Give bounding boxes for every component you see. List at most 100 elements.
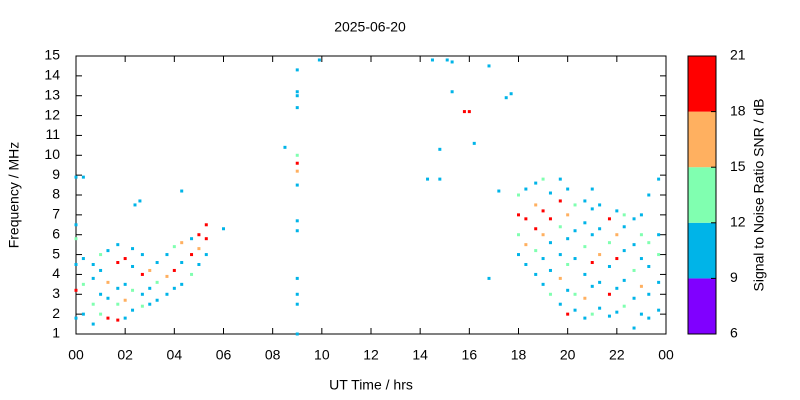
data-point — [657, 233, 661, 237]
data-point — [91, 302, 95, 306]
data-point — [140, 292, 144, 296]
data-point — [632, 243, 636, 247]
colorbar-frame — [687, 55, 717, 335]
colorbar-tick-label: 18 — [730, 102, 746, 118]
data-point — [632, 326, 636, 330]
data-point — [497, 189, 501, 193]
data-point — [548, 241, 552, 245]
data-point — [517, 253, 520, 257]
data-point — [558, 199, 562, 203]
data-point — [583, 296, 587, 300]
chart-title: 2025-06-20 — [334, 19, 406, 35]
data-point — [541, 282, 545, 286]
x-tick-label: 02 — [117, 347, 133, 363]
data-point — [99, 268, 103, 272]
data-point — [558, 276, 562, 280]
data-point — [548, 217, 552, 221]
data-point — [583, 199, 587, 203]
data-point — [438, 147, 442, 151]
data-point — [172, 268, 176, 272]
data-point — [295, 90, 299, 94]
data-point — [295, 68, 299, 72]
y-axis-label: Frequency / MHz — [6, 142, 22, 249]
data-point — [74, 316, 78, 320]
data-point — [116, 302, 120, 306]
data-point — [657, 253, 661, 257]
y-tick-label: 14 — [44, 67, 60, 83]
data-point — [295, 332, 299, 336]
data-point — [632, 217, 636, 221]
data-point — [180, 189, 184, 193]
data-point — [180, 261, 184, 265]
data-point — [517, 213, 520, 217]
data-point — [116, 318, 120, 322]
x-tick-label: 00 — [68, 347, 84, 363]
data-point — [524, 187, 528, 191]
data-point — [566, 213, 570, 217]
x-tick-label: 22 — [609, 347, 625, 363]
data-point — [131, 308, 135, 312]
plot-frame — [75, 55, 667, 335]
data-point — [190, 237, 194, 241]
x-tick-label: 06 — [216, 347, 232, 363]
data-point — [657, 308, 661, 312]
data-point — [573, 229, 577, 233]
data-point — [99, 312, 103, 316]
data-point — [295, 302, 299, 306]
data-point — [583, 272, 587, 276]
data-point — [91, 263, 95, 266]
data-point — [534, 203, 538, 207]
data-point — [295, 106, 299, 110]
y-tick-label: 11 — [45, 126, 60, 142]
y-tick-label: 4 — [52, 265, 60, 281]
data-point — [590, 187, 594, 191]
data-point — [541, 209, 545, 213]
data-point — [615, 233, 619, 237]
data-point — [426, 177, 430, 181]
data-point — [548, 292, 552, 296]
data-point — [639, 233, 643, 237]
data-point — [91, 276, 95, 280]
x-tick-label: 00 — [658, 347, 674, 363]
data-point — [524, 217, 528, 221]
data-point — [558, 225, 562, 229]
data-point — [566, 312, 570, 316]
data-point — [598, 280, 602, 284]
data-point — [583, 221, 587, 225]
colorbar-tick-label: 15 — [730, 158, 746, 174]
data-point — [131, 247, 135, 251]
data-point — [598, 253, 602, 257]
data-point — [172, 286, 176, 290]
data-point — [607, 264, 611, 268]
data-point — [590, 312, 594, 316]
data-point — [647, 264, 651, 268]
colorbar-tick-label: 12 — [730, 214, 746, 230]
data-point — [462, 110, 466, 114]
data-point — [541, 177, 545, 181]
data-point — [607, 292, 611, 296]
data-point — [74, 223, 78, 227]
x-axis-label: UT Time / hrs — [329, 377, 413, 393]
data-point — [639, 284, 643, 288]
data-point — [295, 276, 299, 280]
data-point — [123, 282, 127, 286]
data-point — [295, 183, 299, 187]
data-point — [438, 177, 442, 181]
y-tick-label: 6 — [52, 225, 60, 241]
data-point — [190, 272, 194, 276]
data-point — [99, 292, 103, 296]
data-point — [534, 249, 538, 253]
x-tick-label: 14 — [412, 347, 428, 363]
x-tick-label: 10 — [314, 347, 330, 363]
colorbar-label: Signal to Noise Ratio SNR / dB — [751, 99, 767, 292]
data-point — [598, 306, 602, 310]
data-point — [197, 247, 201, 251]
data-point — [558, 302, 562, 306]
data-point — [632, 296, 636, 300]
data-point — [106, 316, 110, 320]
y-tick-label: 9 — [52, 166, 60, 182]
data-point — [74, 175, 78, 179]
y-tick-label: 12 — [44, 106, 60, 122]
data-point — [81, 257, 85, 261]
data-point — [622, 278, 626, 282]
